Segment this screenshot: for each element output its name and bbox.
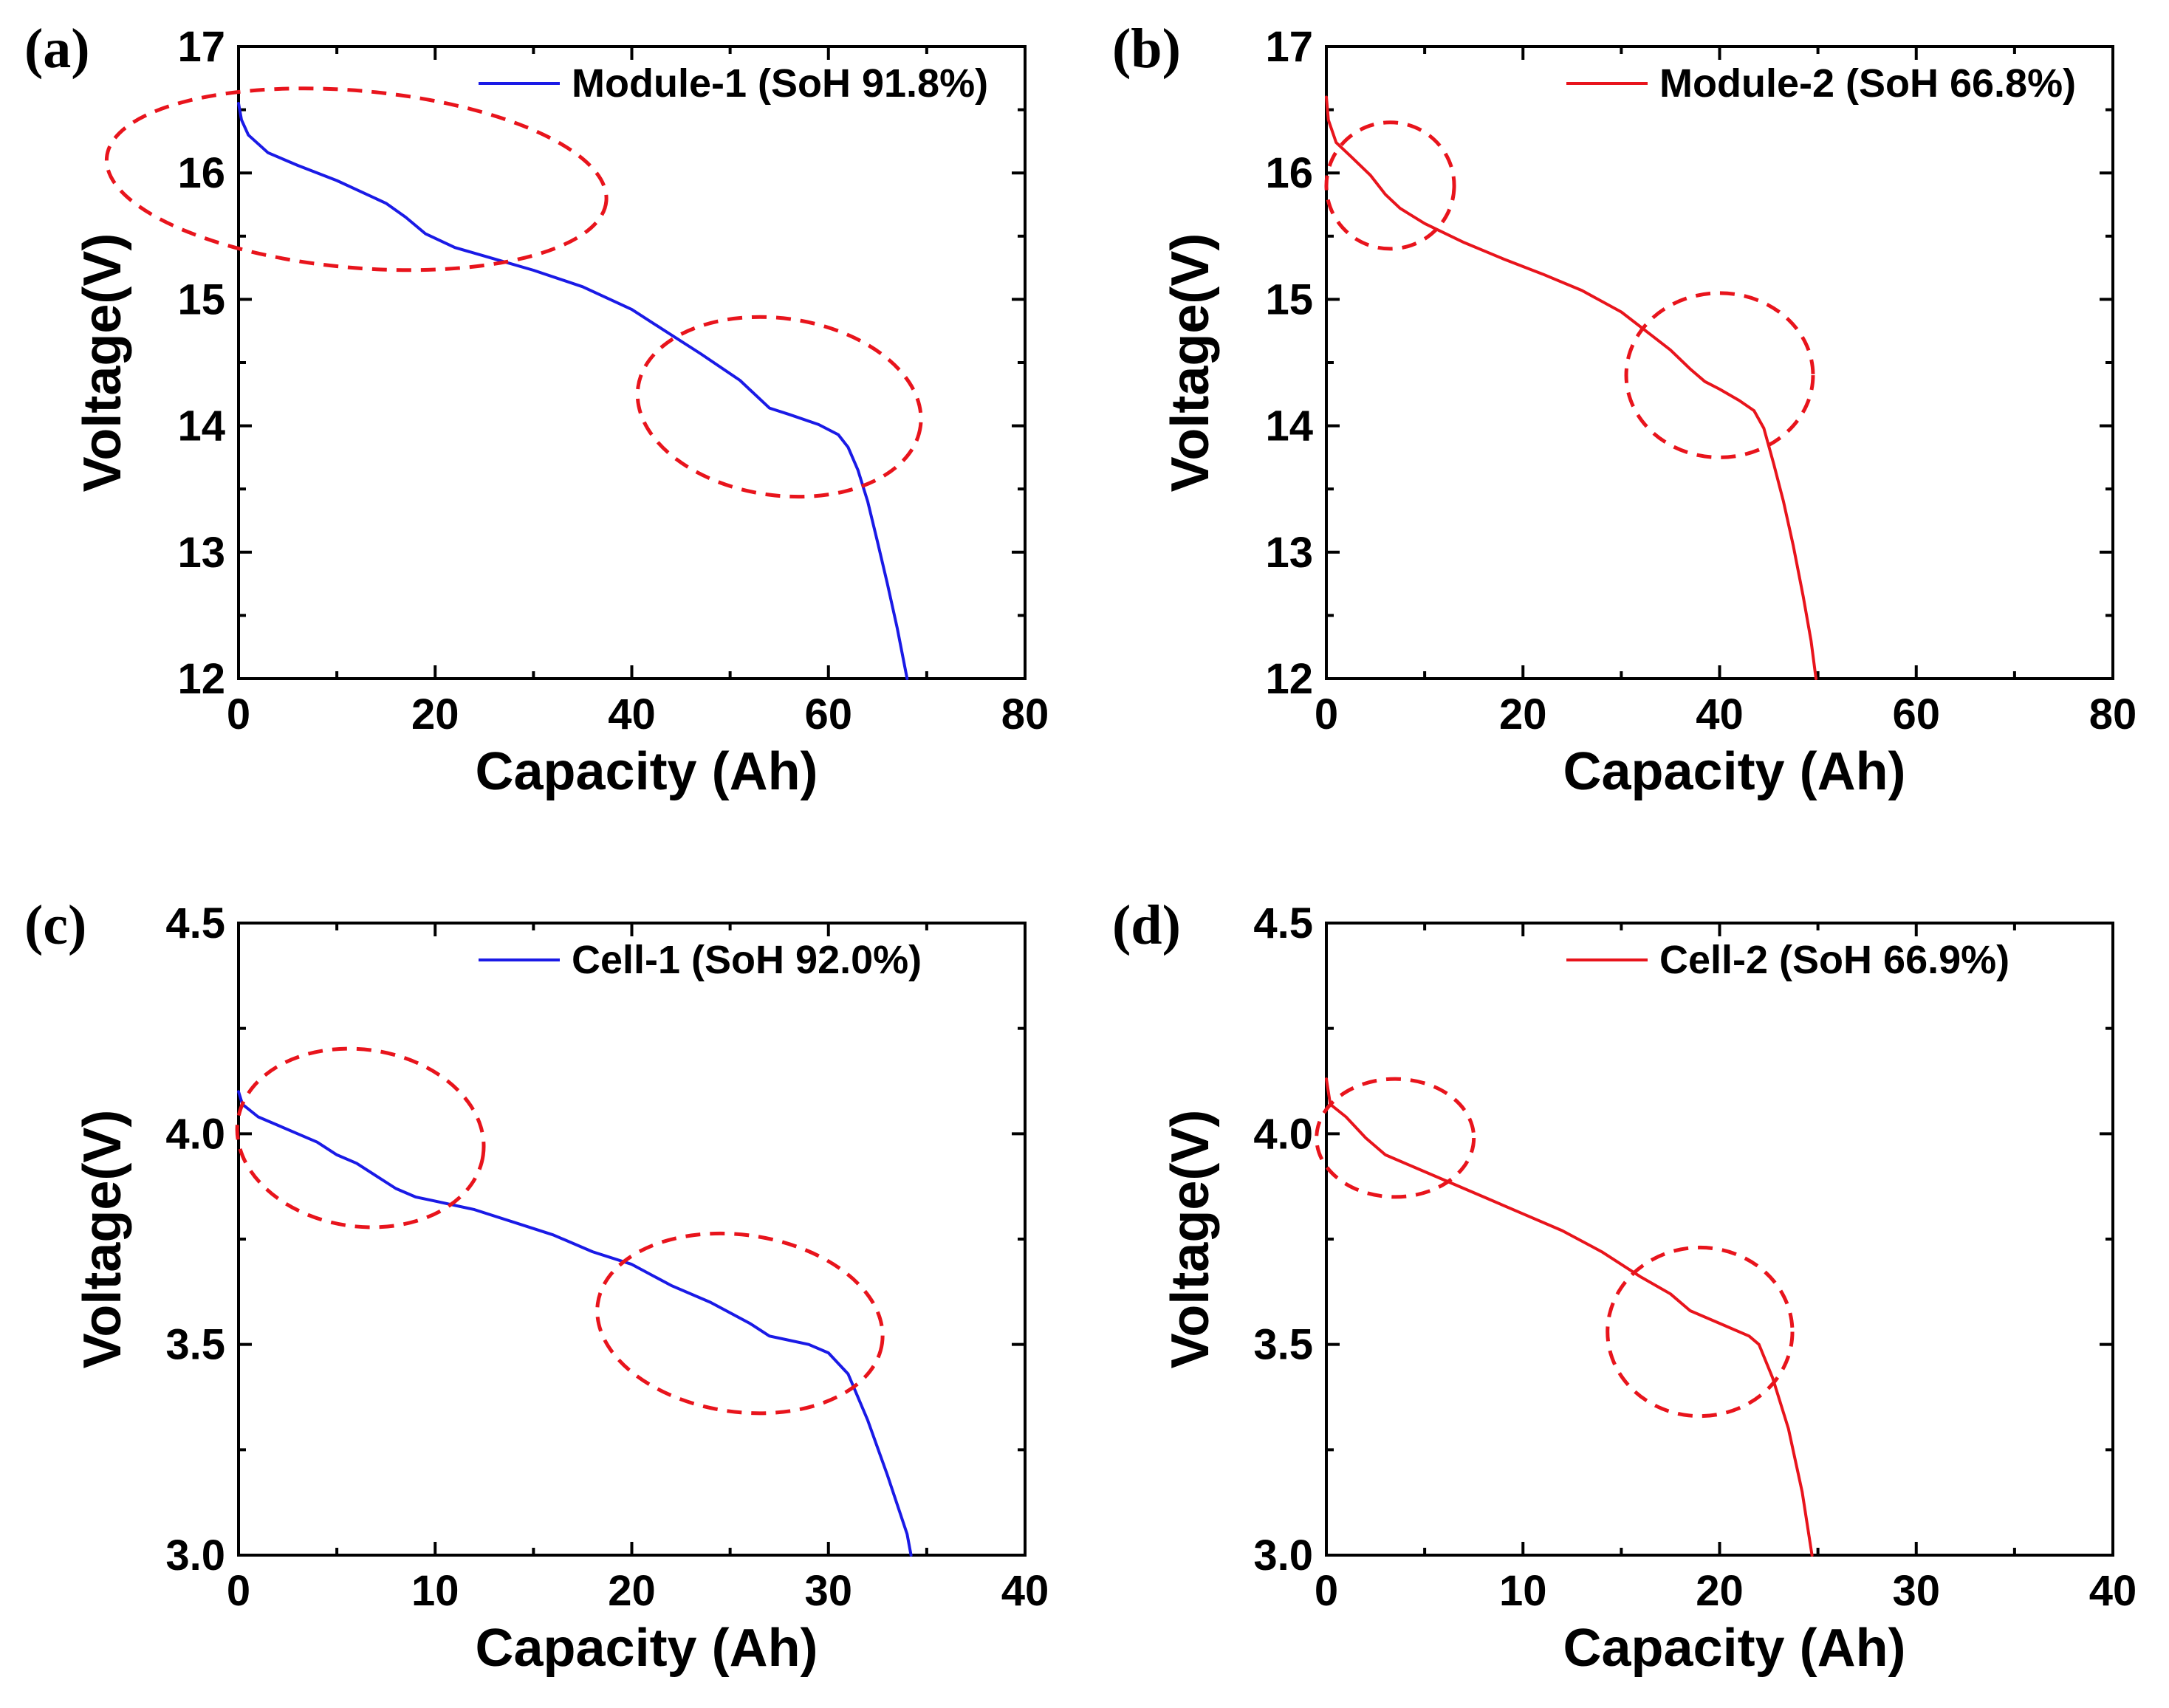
panel-b: 0 20 40 60 80 12 13 14 15 16 17 Capacity (Ah) Voltag… bbox=[1112, 18, 2137, 801]
highlight-ellipse bbox=[635, 315, 923, 499]
y-tick-label: 13 bbox=[1265, 529, 1313, 577]
x-axis-title: Capacity (Ah) bbox=[1563, 742, 1905, 801]
x-tick-label: 40 bbox=[2089, 1567, 2137, 1615]
plot-frame bbox=[237, 45, 1027, 680]
y-tick-label: 16 bbox=[1265, 149, 1313, 197]
y-tick-label: 4.0 bbox=[165, 1110, 225, 1158]
series-line bbox=[1325, 1077, 1814, 1557]
y-tick-label: 12 bbox=[1265, 655, 1313, 703]
x-tick-label: 30 bbox=[804, 1567, 852, 1615]
panel-letter: (d) bbox=[1112, 894, 1181, 956]
x-tick-label: 20 bbox=[1696, 1567, 1744, 1615]
x-tick-label: 10 bbox=[1499, 1567, 1547, 1615]
y-axis-title: Voltage(V) bbox=[1161, 1110, 1220, 1369]
panel-letter: (a) bbox=[24, 18, 90, 80]
y-tick-label: 12 bbox=[177, 655, 225, 703]
y-tick-label: 3.5 bbox=[1253, 1321, 1313, 1369]
y-tick-label: 3.0 bbox=[165, 1532, 225, 1580]
x-tick-label: 40 bbox=[1696, 690, 1744, 738]
plot-frame bbox=[1325, 922, 2114, 1557]
highlight-ellipse bbox=[1624, 291, 1815, 459]
x-tick-label: 20 bbox=[608, 1567, 656, 1615]
highlight-ellipse bbox=[1315, 1077, 1476, 1199]
y-tick-label: 15 bbox=[1265, 275, 1313, 323]
x-tick-label: 80 bbox=[2089, 690, 2137, 738]
x-tick-label: 0 bbox=[227, 1567, 250, 1615]
y-tick-label: 4.5 bbox=[165, 899, 225, 947]
panel-a: 0 20 40 60 80 12 13 14 15 16 17 Capacity (Ah) Voltag… bbox=[24, 18, 1049, 801]
x-axis-title: Capacity (Ah) bbox=[475, 742, 818, 801]
y-tick-label: 14 bbox=[1265, 402, 1313, 450]
y-axis-title: Voltage(V) bbox=[1161, 233, 1220, 493]
x-tick-label: 0 bbox=[1315, 690, 1338, 738]
highlight-ellipse bbox=[104, 86, 609, 272]
x-tick-label: 30 bbox=[1892, 1567, 1940, 1615]
panel-c: 0 10 20 30 40 3.0 3.5 4.0 4.5 Capacity (Ah) Voltag… bbox=[24, 894, 1049, 1678]
y-tick-label: 3.0 bbox=[1253, 1532, 1313, 1580]
series-line bbox=[1325, 95, 1817, 680]
panel-d: 0 10 20 30 40 3.0 3.5 4.0 4.5 Capacity (Ah) Voltag… bbox=[1112, 894, 2137, 1678]
x-tick-label: 10 bbox=[411, 1567, 459, 1615]
x-tick-label: 60 bbox=[804, 690, 852, 738]
x-axis-title: Capacity (Ah) bbox=[475, 1619, 818, 1678]
y-tick-label: 3.5 bbox=[165, 1321, 225, 1369]
highlight-ellipse bbox=[1324, 120, 1456, 251]
x-tick-label: 80 bbox=[1001, 690, 1049, 738]
y-tick-label: 13 bbox=[177, 529, 225, 577]
x-tick-label: 40 bbox=[608, 690, 656, 738]
y-tick-label: 15 bbox=[177, 275, 225, 323]
legend-label: Module-1 (SoH 91.8%) bbox=[572, 61, 988, 106]
y-axis-title: Voltage(V) bbox=[73, 233, 132, 493]
y-tick-label: 17 bbox=[1265, 23, 1313, 71]
y-tick-label: 4.5 bbox=[1253, 899, 1313, 947]
y-tick-label: 14 bbox=[177, 402, 225, 450]
y-tick-label: 16 bbox=[177, 149, 225, 197]
legend-label: Cell-1 (SoH 92.0%) bbox=[572, 938, 922, 982]
x-tick-label: 40 bbox=[1001, 1567, 1049, 1615]
y-tick-label: 4.0 bbox=[1253, 1110, 1313, 1158]
highlight-ellipse bbox=[1606, 1245, 1795, 1419]
series-line bbox=[237, 1090, 913, 1557]
highlight-ellipse bbox=[595, 1231, 885, 1416]
legend-label: Cell-2 (SoH 66.9%) bbox=[1659, 938, 2009, 982]
x-tick-label: 20 bbox=[411, 690, 459, 738]
plot-frame bbox=[1325, 45, 2114, 680]
y-tick-label: 17 bbox=[177, 23, 225, 71]
x-tick-label: 0 bbox=[227, 690, 250, 738]
panel-letter: (b) bbox=[1112, 18, 1181, 80]
panel-letter: (c) bbox=[24, 894, 86, 956]
legend-label: Module-2 (SoH 66.8%) bbox=[1659, 61, 2076, 106]
x-tick-label: 60 bbox=[1892, 690, 1940, 738]
x-tick-label: 20 bbox=[1499, 690, 1547, 738]
plot-frame bbox=[237, 922, 1027, 1557]
x-tick-label: 0 bbox=[1315, 1567, 1338, 1615]
highlight-ellipse bbox=[235, 1046, 486, 1229]
series-line bbox=[237, 102, 909, 680]
y-axis-title: Voltage(V) bbox=[73, 1110, 132, 1369]
x-axis-title: Capacity (Ah) bbox=[1563, 1619, 1905, 1678]
